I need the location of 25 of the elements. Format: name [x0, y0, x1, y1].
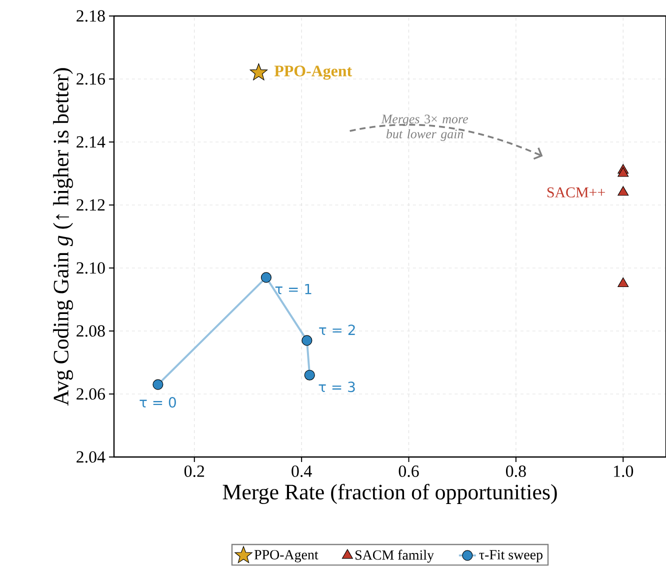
legend-label: PPO-Agent: [254, 550, 318, 562]
x-tick-label: 0.8: [506, 466, 526, 477]
y-axis-title: Avg Coding Gain g (↑ higher is better): [53, 68, 74, 406]
legend-label: τ-Fit sweep: [479, 550, 542, 562]
x-tick-label: 1.0: [614, 466, 634, 477]
annotation: PPO-Agent: [274, 66, 352, 80]
x-tick-label: 0.2: [184, 466, 204, 477]
y-tick-label: 2.04: [76, 451, 106, 463]
annotation: Merges 3× more but lower gain: [381, 114, 468, 141]
y-tick-label: 2.12: [76, 199, 105, 211]
y-tick-label: 2.06: [76, 388, 105, 400]
y-tick-label: 2.10: [76, 262, 105, 274]
annotation: SACM++: [547, 187, 605, 198]
x-tick-label: 0.6: [398, 466, 419, 477]
x-tick-label: 0.4: [292, 466, 312, 477]
annotation: τ = 3: [318, 382, 355, 392]
annotation: τ = 1: [275, 284, 312, 294]
y-tick-label: 2.14: [76, 136, 106, 148]
y-tick-label: 2.18: [76, 10, 105, 22]
legend-label: SACM family: [356, 550, 434, 563]
y-tick-label: 2.16: [76, 73, 105, 85]
annotation: τ = 0: [140, 397, 176, 408]
x-axis-title: Merge Rate (fraction of opportunities): [222, 484, 557, 504]
y-tick-label: 2.08: [76, 325, 105, 337]
annotation: τ = 2: [319, 324, 355, 335]
